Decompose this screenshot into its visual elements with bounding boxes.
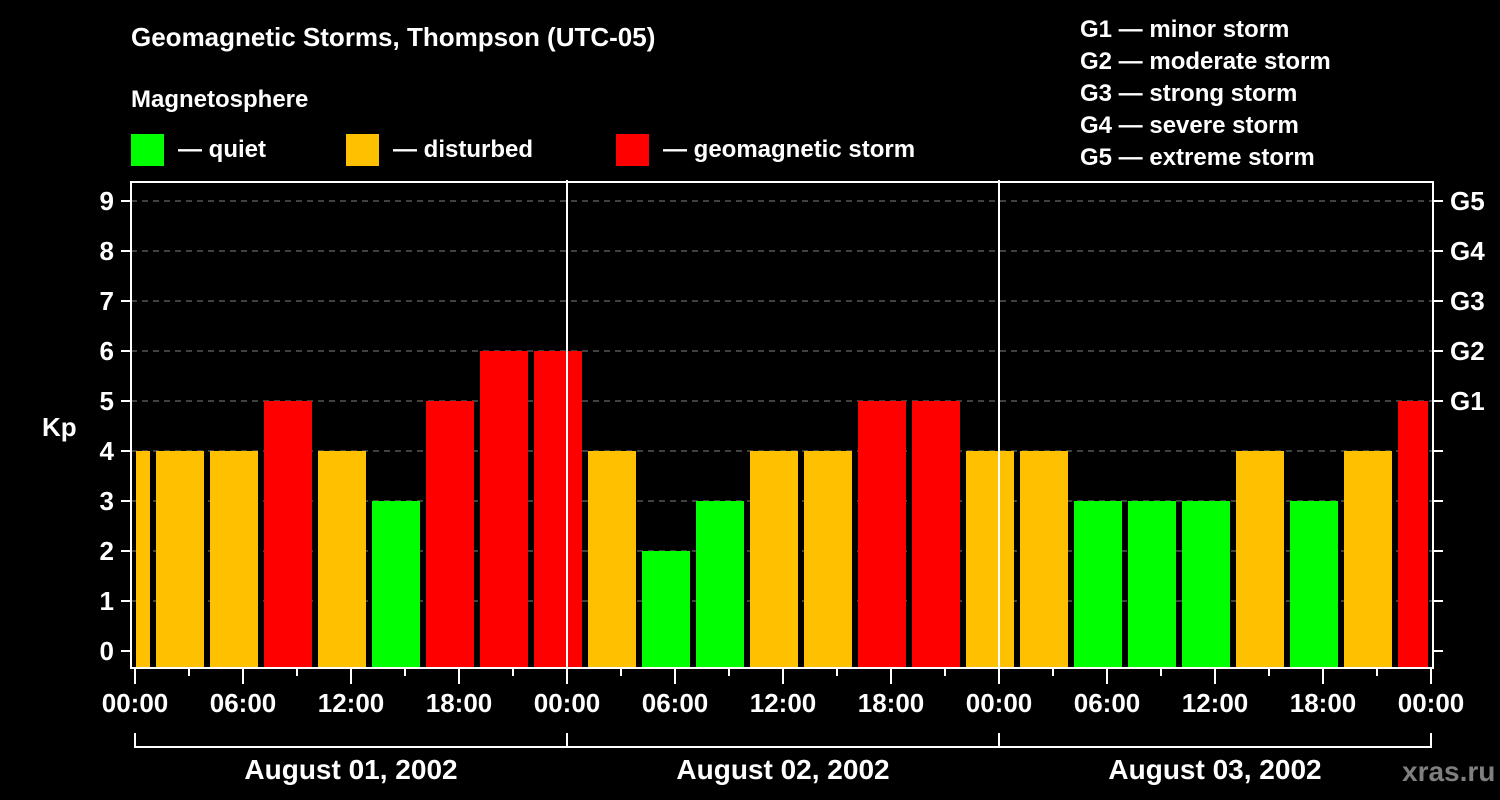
y-axis-label: Kp xyxy=(42,412,77,442)
chart-subtitle: Magnetosphere xyxy=(131,86,309,113)
kp-bar xyxy=(136,451,150,667)
g-scale-item: G5 — extreme storm xyxy=(1080,144,1315,171)
legend-label: — disturbed xyxy=(393,136,534,163)
x-tick-label: 12:00 xyxy=(749,688,817,718)
date-label: August 03, 2002 xyxy=(1108,754,1322,785)
g-tick-label: G3 xyxy=(1450,286,1485,316)
x-tick-label: 12:00 xyxy=(317,688,385,718)
x-tick-label: 18:00 xyxy=(425,688,493,718)
kp-bar xyxy=(696,501,744,667)
legend-label: — geomagnetic storm xyxy=(663,136,916,163)
g-tick-label: G4 xyxy=(1450,236,1485,266)
chart-title: Geomagnetic Storms, Thompson (UTC-05) xyxy=(131,22,656,52)
g-scale-item: G2 — moderate storm xyxy=(1080,48,1331,75)
y-tick-label: 3 xyxy=(99,486,114,516)
kp-bar xyxy=(588,451,636,667)
kp-bar xyxy=(156,451,204,667)
y-tick-label: 1 xyxy=(99,586,114,616)
g-scale-legend: G1 — minor storm G2 — moderate storm G3 … xyxy=(1080,14,1331,174)
y-tick-label: 6 xyxy=(99,336,114,366)
g-scale-item: G1 — minor storm xyxy=(1080,16,1290,43)
kp-bar xyxy=(1344,451,1392,667)
kp-bar xyxy=(264,401,312,667)
kp-bar xyxy=(1290,501,1338,667)
x-tick-label: 06:00 xyxy=(209,688,277,718)
x-tick-label: 00:00 xyxy=(533,688,601,718)
legend-storm: — geomagnetic storm xyxy=(616,134,915,166)
kp-bar xyxy=(1236,451,1284,667)
kp-bar xyxy=(534,351,582,667)
y-tick-label: 9 xyxy=(99,186,114,216)
x-tick-label: 18:00 xyxy=(857,688,925,718)
date-label: August 02, 2002 xyxy=(676,754,890,785)
x-tick-label: 06:00 xyxy=(641,688,709,718)
kp-bar xyxy=(1128,501,1176,667)
kp-bar xyxy=(966,451,1014,667)
y-tick-label: 7 xyxy=(99,286,114,316)
legend-disturbed: — disturbed xyxy=(346,134,533,166)
brand-watermark: xras.ru xyxy=(1402,756,1496,787)
kp-bar xyxy=(912,401,960,667)
legend-swatch-disturbed xyxy=(346,134,379,166)
kp-bar xyxy=(1020,451,1068,667)
kp-bar xyxy=(210,451,258,667)
legend-quiet: — quiet xyxy=(131,134,266,166)
x-tick-label: 00:00 xyxy=(965,688,1033,718)
g-tick-label: G1 xyxy=(1450,386,1485,416)
kp-bar xyxy=(426,401,474,667)
y-tick-label: 8 xyxy=(99,236,114,266)
g-scale-item: G4 — severe storm xyxy=(1080,112,1299,139)
kp-bar xyxy=(750,451,798,667)
legend-label: — quiet xyxy=(178,136,266,163)
legend-swatch-quiet xyxy=(131,134,164,166)
x-tick-label: 00:00 xyxy=(101,688,169,718)
y-tick-label: 5 xyxy=(99,386,114,416)
kp-bar xyxy=(1182,501,1230,667)
kp-bar xyxy=(372,501,420,667)
y-tick-label: 2 xyxy=(99,536,114,566)
y-tick-label: 4 xyxy=(99,436,114,466)
kp-bar xyxy=(804,451,852,667)
x-tick-label: 18:00 xyxy=(1289,688,1357,718)
kp-bar xyxy=(480,351,528,667)
x-tick-label: 00:00 xyxy=(1397,688,1465,718)
x-tick-label: 12:00 xyxy=(1181,688,1249,718)
kp-bar xyxy=(1398,401,1428,667)
x-tick-label: 06:00 xyxy=(1073,688,1141,718)
legend-swatch-storm xyxy=(616,134,649,166)
kp-bar xyxy=(318,451,366,667)
g-scale-item: G3 — strong storm xyxy=(1080,80,1298,107)
kp-bar xyxy=(1074,501,1122,667)
date-label: August 01, 2002 xyxy=(244,754,458,785)
y-tick-label: 0 xyxy=(99,636,114,666)
kp-bar xyxy=(642,551,690,667)
g-tick-label: G5 xyxy=(1450,186,1485,216)
g-tick-label: G2 xyxy=(1450,336,1485,366)
kp-bar xyxy=(858,401,906,667)
